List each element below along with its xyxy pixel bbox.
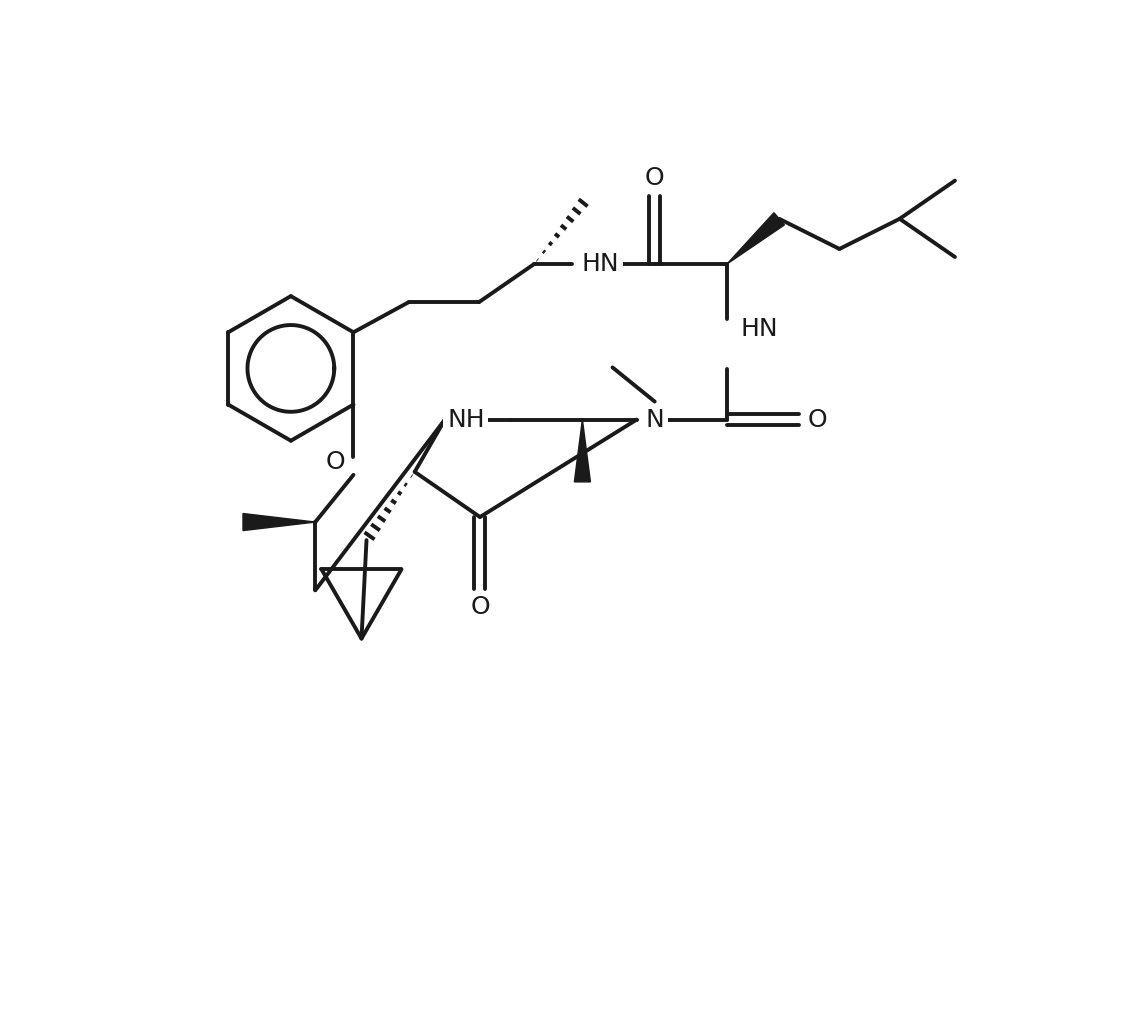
Polygon shape bbox=[243, 513, 316, 530]
Text: N: N bbox=[645, 407, 664, 432]
Text: O: O bbox=[808, 407, 827, 432]
Text: HN: HN bbox=[740, 318, 778, 341]
Text: NH: NH bbox=[447, 407, 485, 432]
Polygon shape bbox=[726, 213, 785, 264]
Polygon shape bbox=[574, 419, 590, 482]
Text: O: O bbox=[326, 450, 345, 473]
Text: O: O bbox=[645, 166, 665, 189]
Text: O: O bbox=[470, 596, 490, 619]
Text: HN: HN bbox=[581, 252, 619, 276]
